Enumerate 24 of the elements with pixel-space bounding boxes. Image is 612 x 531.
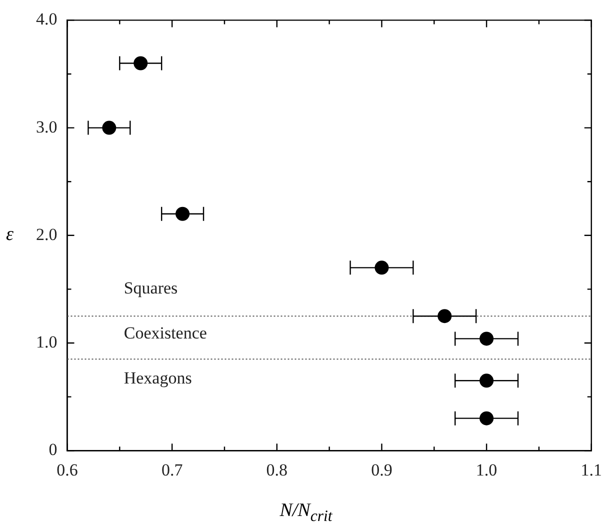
annotation: Hexagons (124, 368, 192, 388)
x-tick-label: 0.6 (56, 460, 78, 480)
point (438, 309, 452, 324)
y-axis-title: ε (6, 224, 14, 246)
point (480, 411, 494, 426)
y-tick-label: 0 (48, 440, 58, 460)
y-tick-label: 4.0 (36, 10, 58, 29)
x-axis-title: N/N$_{crit}$ (278, 500, 334, 526)
x-tick-label: 1.0 (476, 460, 498, 480)
point (480, 332, 494, 346)
y-tick-label: 1.0 (36, 332, 58, 352)
x-tick-label: 1.1 (580, 460, 602, 480)
point (480, 374, 494, 388)
x-tick-label: 0.7 (161, 460, 184, 480)
y-tick-label: 2.0 (36, 224, 58, 244)
y-tick-label: 3.0 (36, 117, 58, 136)
point (134, 56, 148, 70)
x-tick-label: 0.8 (266, 460, 288, 480)
x-tick-label: 0.9 (371, 460, 392, 480)
point (176, 206, 190, 221)
annotation: Squares (124, 278, 178, 298)
point (374, 260, 389, 275)
point (102, 120, 116, 135)
annotation: Coexistence (124, 324, 207, 343)
